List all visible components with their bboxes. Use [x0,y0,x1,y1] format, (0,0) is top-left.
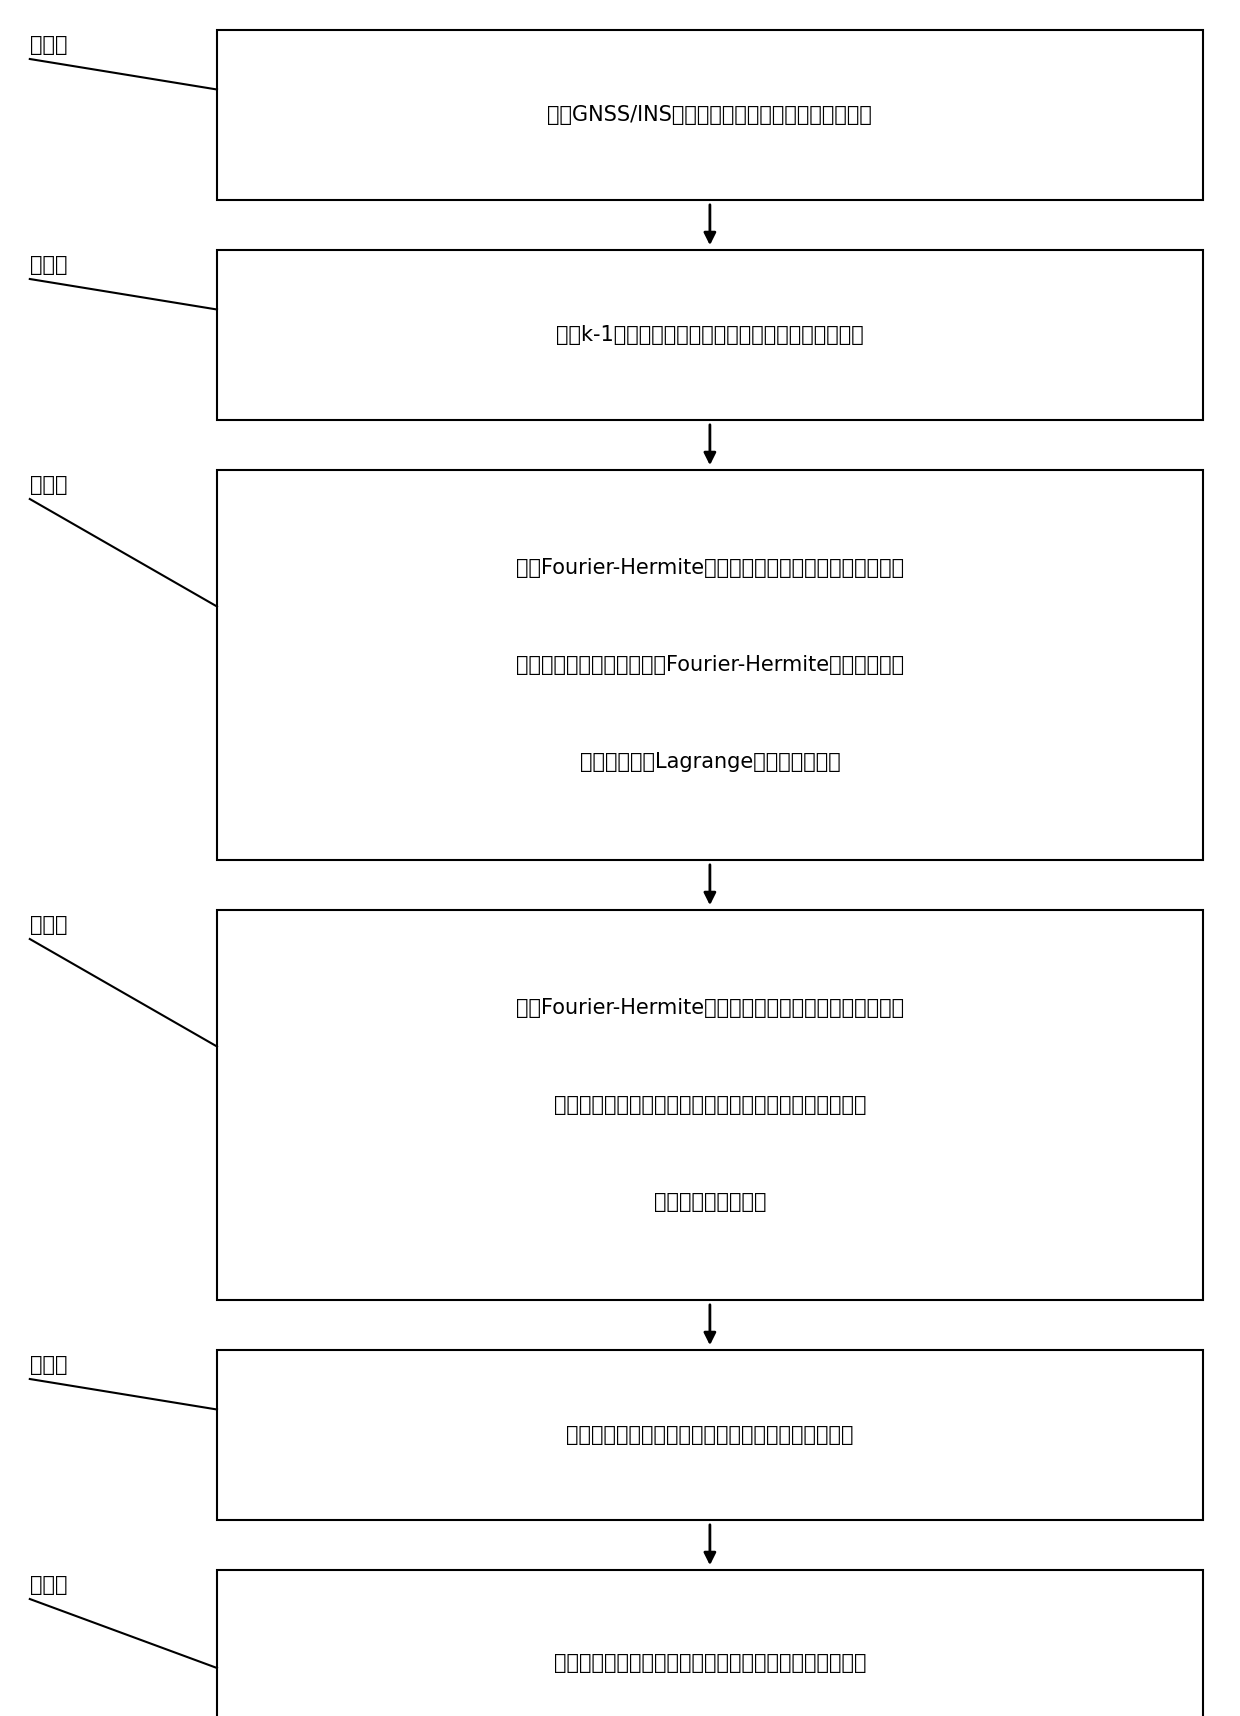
Bar [217,909,1203,1301]
Text: 逼近误差的外包椭球: 逼近误差的外包椭球 [653,1193,766,1213]
Text: 步骤二: 步骤二 [30,256,67,275]
Text: 性状态方程和观测方程实施Fourier-Hermite级数多项式逼: 性状态方程和观测方程实施Fourier-Hermite级数多项式逼 [516,656,904,674]
Bar [217,1570,1203,1716]
Text: 步骤五: 步骤五 [30,1356,67,1375]
Text: 近处理，确定Lagrange余子的取值区间: 近处理，确定Lagrange余子的取值区间 [579,753,841,772]
Text: 步骤一: 步骤一 [30,34,67,55]
Text: 将逼近误差外包获得非线性误差的状态方程和观测方程的: 将逼近误差外包获得非线性误差的状态方程和观测方程的 [553,1095,867,1115]
Text: 步骤六: 步骤六 [30,1575,67,1594]
Text: 计算虚拟过程状态噪声误差椭球和虚拟观测噪声椭球: 计算虚拟过程状态噪声误差椭球和虚拟观测噪声椭球 [567,1424,853,1445]
Text: 建立GNSS/INS组合导航非线性状态方程和观测方程: 建立GNSS/INS组合导航非线性状态方程和观测方程 [548,105,872,125]
Text: 利用线性化椭球集员算法的预测步骤计算预测状态参数的: 利用线性化椭球集员算法的预测步骤计算预测状态参数的 [553,1653,867,1673]
Bar [217,29,1203,201]
Text: 计算Fourier-Hermite级数多项式逼近误差边界，利用椭球: 计算Fourier-Hermite级数多项式逼近误差边界，利用椭球 [516,997,904,1018]
Bar [217,251,1203,420]
Text: 步骤四: 步骤四 [30,915,67,935]
Text: 步骤三: 步骤三 [30,475,67,494]
Text: 基于Fourier-Hermite级数多项式逼近方法对导航系统非线: 基于Fourier-Hermite级数多项式逼近方法对导航系统非线 [516,558,904,578]
Bar [217,1350,1203,1520]
Text: 计算k-1步系统状态参数向量的状态分量的不确定区间: 计算k-1步系统状态参数向量的状态分量的不确定区间 [556,324,864,345]
Bar [217,470,1203,860]
